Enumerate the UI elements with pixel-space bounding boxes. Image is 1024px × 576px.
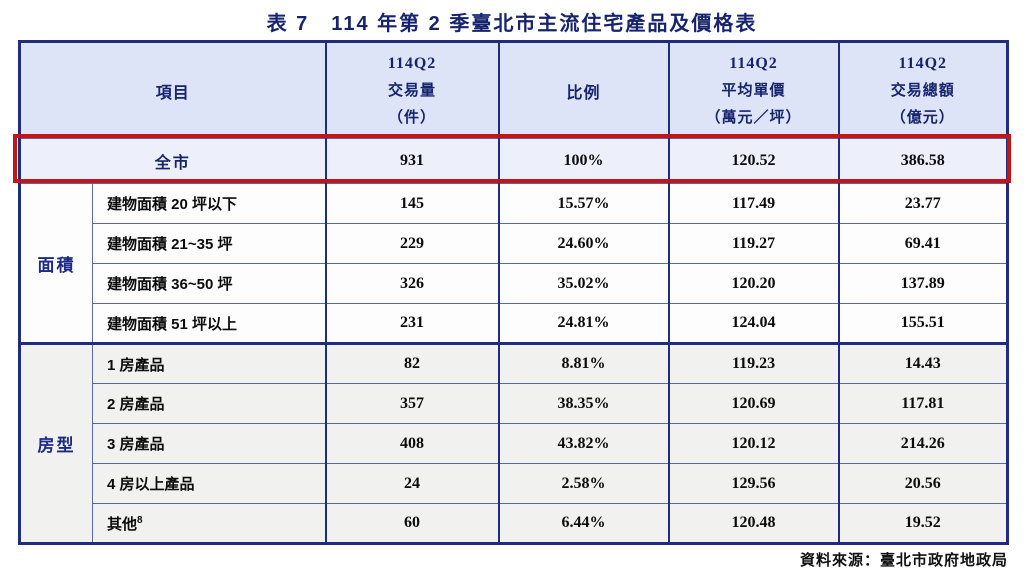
col-header-volume: 114Q2 交易量 （件） (324, 41, 500, 139)
item-label: 2 房產品 (91, 383, 327, 424)
value-volume: 145 (324, 183, 500, 224)
table-row: 2 房產品 357 38.35% 120.69 117.81 (20, 383, 1009, 424)
col-header-total: 114Q2 交易總額 （億元） (837, 41, 1009, 139)
value-avg-price: 120.12 (667, 423, 840, 464)
value-avg-price: 117.49 (667, 183, 840, 224)
value-ratio: 38.35% (497, 383, 670, 424)
header-row: 項目 114Q2 交易量 （件） 比例 114Q2 平均單價 （萬元／坪） 11… (18, 41, 1009, 139)
item-label: 其他8 (91, 503, 327, 544)
item-label: 3 房產品 (91, 423, 327, 464)
value-ratio: 2.58% (497, 463, 670, 504)
value-volume: 408 (324, 423, 500, 464)
value-ratio: 24.81% (497, 303, 670, 344)
value-volume: 326 (324, 263, 500, 304)
value-ratio: 6.44% (497, 503, 670, 544)
value-total: 20.56 (837, 463, 1009, 504)
citywide-label: 全市 (18, 138, 327, 184)
value-volume: 357 (324, 383, 500, 424)
table-row: 建物面積 21~35 坪 229 24.60% 119.27 69.41 (20, 223, 1009, 264)
value-avg-price: 120.69 (667, 383, 840, 424)
citywide-avg-price: 120.52 (667, 138, 840, 184)
table-row: 3 房產品 408 43.82% 120.12 214.26 (20, 423, 1009, 464)
table-row: 4 房以上產品 24 2.58% 129.56 20.56 (20, 463, 1009, 504)
page-title: 表 7 114 年第 2 季臺北市主流住宅產品及價格表 (266, 13, 758, 35)
value-ratio: 43.82% (497, 423, 670, 464)
value-volume: 231 (324, 303, 500, 344)
citywide-total: 386.58 (837, 138, 1009, 184)
value-avg-price: 119.27 (667, 223, 840, 264)
item-label: 建物面積 36~50 坪 (91, 263, 327, 304)
item-label: 建物面積 20 坪以下 (91, 183, 327, 224)
value-total: 23.77 (837, 183, 1009, 224)
table-row: 建物面積 36~50 坪 326 35.02% 120.20 137.89 (20, 263, 1009, 304)
group-cell-area: 面積 (19, 183, 93, 344)
table-row: 面積 建物面積 20 坪以下 145 15.57% 117.49 23.77 (19, 183, 1009, 344)
citywide-ratio: 100% (497, 138, 670, 184)
col-header-ratio: 比例 (497, 41, 670, 139)
col-header-item: 項目 (18, 41, 327, 139)
value-ratio: 15.57% (497, 183, 670, 224)
value-avg-price: 120.20 (667, 263, 840, 304)
value-volume: 24 (324, 463, 500, 504)
value-avg-price: 124.04 (667, 303, 840, 344)
value-volume: 82 (324, 342, 500, 384)
citywide-volume: 931 (324, 138, 500, 184)
value-avg-price: 120.48 (667, 503, 840, 544)
value-avg-price: 119.23 (667, 342, 840, 384)
data-source-note: 資料來源：臺北市政府地政局 (799, 552, 1008, 569)
footnote-marker: 8 (137, 514, 143, 526)
value-ratio: 8.81% (497, 342, 670, 384)
item-label: 建物面積 51 坪以上 (91, 303, 327, 344)
item-label: 建物面積 21~35 坪 (91, 223, 327, 264)
housing-price-table: 項目 114Q2 交易量 （件） 比例 114Q2 平均單價 （萬元／坪） 11… (18, 40, 1010, 545)
value-volume: 229 (324, 223, 500, 264)
item-label: 1 房產品 (91, 342, 327, 384)
citywide-row: 全市 931 100% 120.52 386.58 (18, 138, 1009, 184)
value-total: 117.81 (837, 383, 1009, 424)
value-ratio: 24.60% (497, 223, 670, 264)
value-avg-price: 129.56 (667, 463, 840, 504)
group-cell-room-type: 房型 (19, 342, 93, 544)
value-total: 137.89 (837, 263, 1009, 304)
value-total: 69.41 (837, 223, 1009, 264)
value-volume: 60 (324, 503, 500, 544)
item-label: 4 房以上產品 (91, 463, 327, 504)
table-row: 建物面積 51 坪以上 231 24.81% 124.04 155.51 (20, 303, 1009, 344)
value-total: 155.51 (837, 303, 1009, 344)
value-total: 19.52 (837, 503, 1009, 544)
col-header-avg-price: 114Q2 平均單價 （萬元／坪） (667, 41, 840, 139)
value-total: 14.43 (837, 342, 1009, 384)
table-row: 房型 1 房產品 82 8.81% 119.23 14.43 (19, 342, 1009, 544)
table-row: 其他8 60 6.44% 120.48 19.52 (20, 503, 1009, 544)
value-total: 214.26 (837, 423, 1009, 464)
value-ratio: 35.02% (497, 263, 670, 304)
